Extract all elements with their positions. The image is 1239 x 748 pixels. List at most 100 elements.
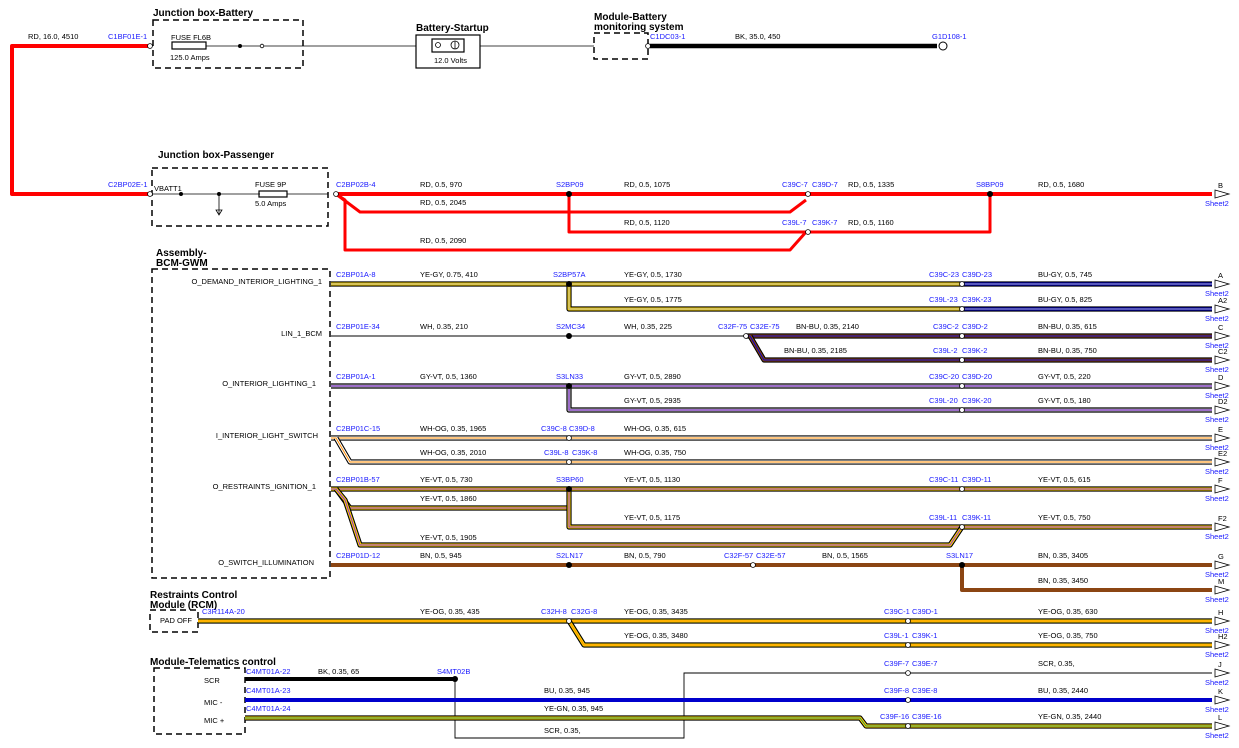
connector-pin-icon bbox=[959, 333, 965, 339]
connector-label: C2BP01A-8 bbox=[336, 270, 376, 279]
wire-stripe bbox=[335, 488, 963, 546]
connector-label: S3BP60 bbox=[556, 475, 584, 484]
offpage-arrow-icon bbox=[1214, 405, 1231, 415]
connector-pin-icon bbox=[645, 43, 651, 49]
bms-frame bbox=[593, 32, 649, 60]
wire-spec-label: YE-GN, 0.35, 2440 bbox=[1038, 712, 1101, 721]
fuse-fl6b-amps: 125.0 Amps bbox=[170, 53, 210, 62]
connector-label: C3R114A-20 bbox=[202, 607, 245, 616]
switch-contact-icon bbox=[259, 43, 265, 49]
wire-spec-label: YE-OG, 0.35, 750 bbox=[1038, 631, 1098, 640]
offpage-letter: E bbox=[1218, 425, 1223, 434]
offpage-sheet: Sheet2 bbox=[1205, 289, 1229, 298]
battery-volts: 12.0 Volts bbox=[434, 56, 467, 65]
offpage-letter: C bbox=[1218, 323, 1224, 332]
connector-label: C39D-1 bbox=[912, 607, 938, 616]
connector-pin-icon bbox=[959, 306, 965, 312]
wire-spec-label: YE-OG, 0.35, 630 bbox=[1038, 607, 1098, 616]
restraints-control-module: Restraints Control Module (RCM) PAD OFF bbox=[149, 590, 237, 633]
connector-label: C39E-8 bbox=[912, 686, 937, 695]
connector-label: C32G-8 bbox=[571, 607, 597, 616]
bcm-pin-label: O_DEMAND_INTERIOR_LIGHTING_1 bbox=[192, 277, 322, 286]
connector-label: C39F-7 bbox=[884, 659, 909, 668]
wire-spec-label: GY-VT, 0.5, 180 bbox=[1038, 396, 1091, 405]
offpage-sheet: Sheet2 bbox=[1205, 467, 1229, 476]
wire-spec-label: RD, 0.5, 1120 bbox=[624, 218, 670, 227]
ground-point-icon bbox=[938, 41, 948, 51]
offpage-sheet: Sheet2 bbox=[1205, 341, 1229, 350]
offpage-sheet: Sheet2 bbox=[1205, 314, 1229, 323]
wire-spec-label: YE-OG, 0.35, 435 bbox=[420, 607, 480, 616]
connector-label: C1DC03-1 bbox=[650, 32, 685, 41]
offpage-letter: D bbox=[1218, 373, 1224, 382]
offpage-letter: A2 bbox=[1218, 296, 1227, 305]
splice-node bbox=[452, 676, 458, 682]
connector-label: C32F-57 bbox=[724, 551, 753, 560]
wire-spec-label: WH, 0.35, 210 bbox=[420, 322, 468, 331]
connector-label: C32F-75 bbox=[718, 322, 747, 331]
wire-spec-label: YE-VT, 0.5, 615 bbox=[1038, 475, 1091, 484]
connector-pin-icon bbox=[959, 383, 965, 389]
offpage-arrow-icon bbox=[1214, 304, 1231, 314]
wire-bn bbox=[960, 565, 1212, 592]
wire-spec-label: RD, 0.5, 970 bbox=[420, 180, 462, 189]
connector-label: C39L-23 bbox=[929, 295, 958, 304]
junction-box-battery-title: Junction box-Battery bbox=[153, 8, 253, 19]
connector-pin-icon bbox=[905, 697, 911, 703]
fuse-9p-label: FUSE 9P bbox=[255, 180, 286, 189]
wire-spec-label: WH-OG, 0.35, 615 bbox=[624, 424, 686, 433]
wire-spec-label: GY-VT, 0.5, 2935 bbox=[624, 396, 681, 405]
connector-label: C39L-7 bbox=[782, 218, 807, 227]
offpage-arrow-icon bbox=[1214, 668, 1231, 678]
bcm-title-line1: Assembly- bbox=[156, 248, 207, 259]
connector-label: C32H-8 bbox=[541, 607, 567, 616]
connector-label: C2BP02E-1 bbox=[108, 180, 148, 189]
junction-box-passenger-title: Junction box-Passenger bbox=[158, 150, 274, 161]
wires-layer bbox=[10, 43, 1212, 739]
fuse-9p-icon bbox=[258, 190, 288, 198]
battery-startup: Battery-Startup 12.0 Volts bbox=[415, 23, 489, 69]
wire-spec-label: WH, 0.35, 225 bbox=[624, 322, 672, 331]
connector-label: C39C-2 bbox=[933, 322, 959, 331]
offpage-sheet: Sheet2 bbox=[1205, 595, 1229, 604]
connector-pin-icon bbox=[805, 229, 811, 235]
connector-pin-icon bbox=[566, 435, 572, 441]
splice-node bbox=[566, 333, 572, 339]
splice-node bbox=[566, 562, 572, 568]
wire-spec-label: BK, 0.35, 65 bbox=[318, 667, 359, 676]
wire-spec-label: BN, 0.35, 3450 bbox=[1038, 576, 1088, 585]
offpage-letter: D2 bbox=[1218, 397, 1228, 406]
offpage-arrow-icon bbox=[1214, 433, 1231, 443]
offpage-arrow-icon bbox=[1214, 355, 1231, 365]
wire-spec-label: RD, 0.5, 2090 bbox=[420, 236, 466, 245]
connector-label: C39C-20 bbox=[929, 372, 959, 381]
wire-spec-label: YE-VT, 0.5, 1175 bbox=[624, 513, 680, 522]
connector-label: S8BP09 bbox=[976, 180, 1004, 189]
connector-pin-icon bbox=[905, 723, 911, 729]
connector-pin-icon bbox=[333, 191, 339, 197]
connector-label: S2LN17 bbox=[556, 551, 583, 560]
wire-spec-label: BN-BU, 0.35, 2140 bbox=[796, 322, 859, 331]
bcm-pin-label: LIN_1_BCM bbox=[281, 329, 322, 338]
connector-label: C1BF01E-1 bbox=[108, 32, 147, 41]
connector-pin-icon bbox=[750, 562, 756, 568]
wire-spec-label: YE-GN, 0.35, 945 bbox=[544, 704, 603, 713]
ground-icon bbox=[215, 209, 223, 216]
splice-node bbox=[566, 486, 572, 492]
tcu-pin-label: SCR bbox=[204, 676, 220, 685]
wire-spec-label: BN-BU, 0.35, 750 bbox=[1038, 346, 1097, 355]
connector-label: C39K-8 bbox=[572, 448, 597, 457]
connector-label: C39C-1 bbox=[884, 607, 910, 616]
wire-rd bbox=[335, 192, 808, 252]
wire-spec-label: YE-VT, 0.5, 1860 bbox=[420, 494, 477, 503]
offpage-arrow-icon bbox=[1214, 484, 1231, 494]
wire-spec-label: BN, 0.5, 1565 bbox=[822, 551, 868, 560]
connector-label: C2BP01D-12 bbox=[336, 551, 380, 560]
offpage-letter: K bbox=[1218, 687, 1223, 696]
telematics-title: Module-Telematics control bbox=[150, 657, 276, 668]
offpage-sheet: Sheet2 bbox=[1205, 443, 1229, 452]
wire-spec-label: BN, 0.35, 3405 bbox=[1038, 551, 1088, 560]
offpage-arrow-icon bbox=[1214, 616, 1231, 626]
wire-spec-label: YE-GY, 0.5, 1730 bbox=[624, 270, 682, 279]
offpage-letter: B bbox=[1218, 181, 1223, 190]
